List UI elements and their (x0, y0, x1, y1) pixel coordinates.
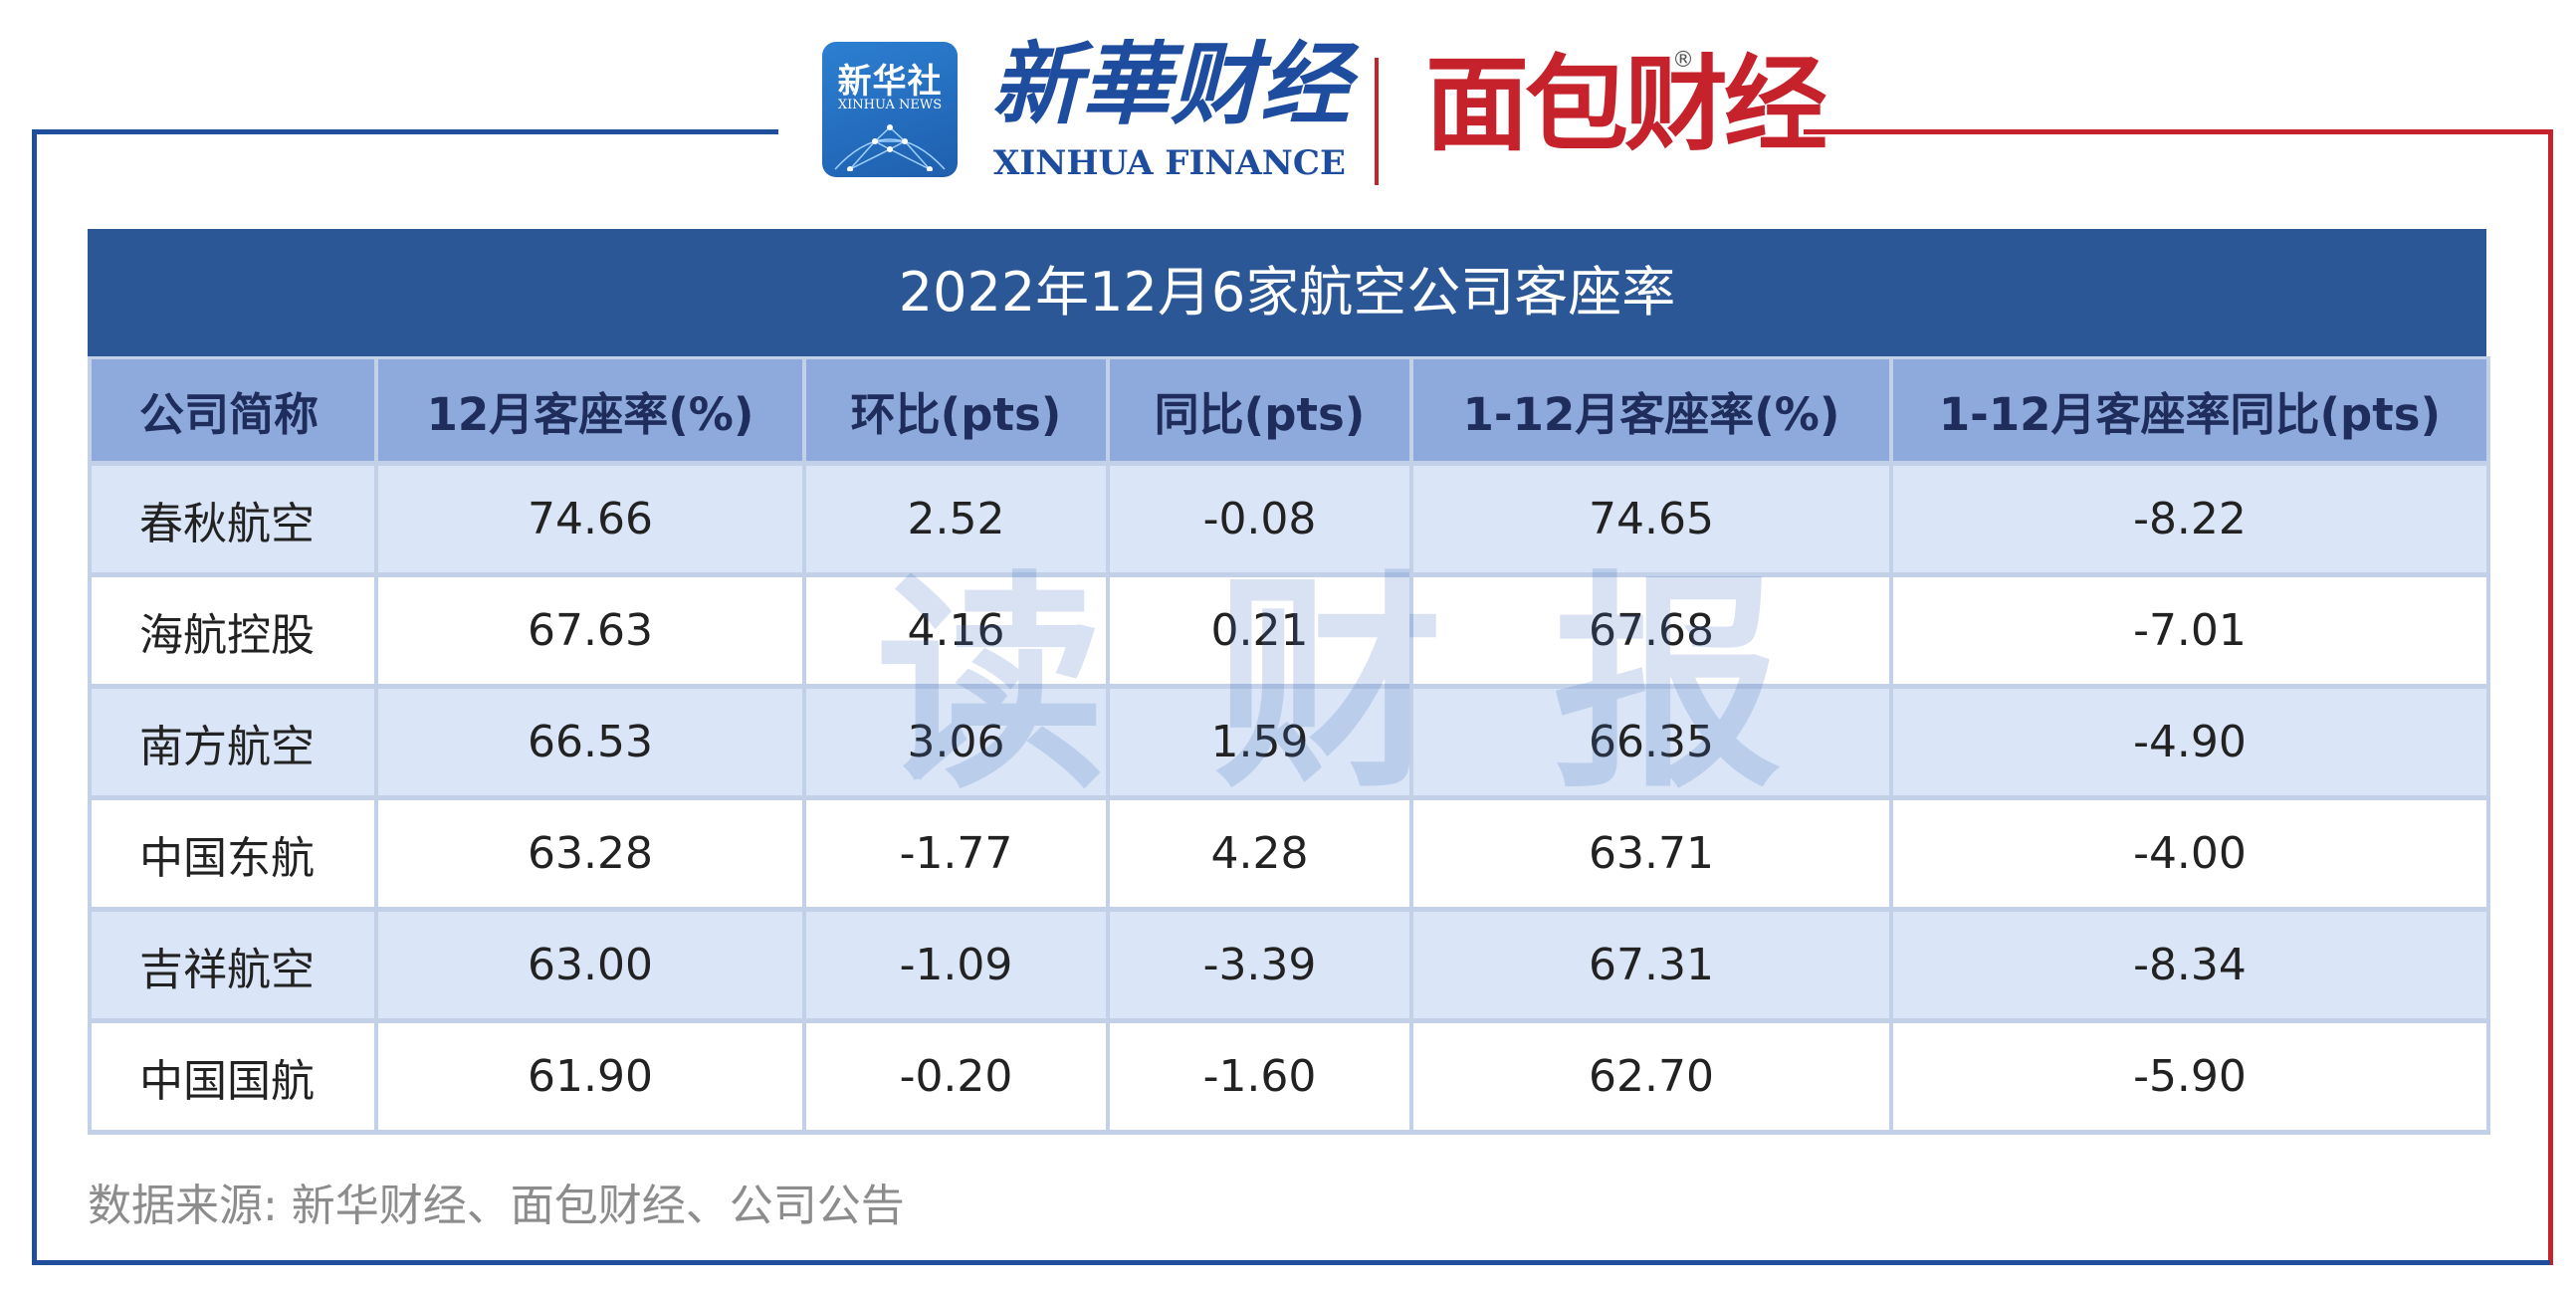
badge-zh: 新华社 (837, 62, 943, 102)
table-title: 2022年12月6家航空公司客座率 (88, 229, 2486, 356)
frame-top-right-line (1804, 129, 2553, 134)
frame-right-line (2548, 129, 2553, 1265)
table-cell: -0.08 (1106, 463, 1413, 577)
frame-top-left-line (32, 129, 778, 134)
xinhua-finance-logo-en: XINHUA FINANCE (993, 143, 1346, 183)
company-name-cell: 中国国航 (88, 1020, 378, 1135)
table-cell: 67.68 (1409, 574, 1893, 689)
table-cell: 2.52 (802, 463, 1110, 577)
table-cell: 74.65 (1409, 463, 1893, 577)
table-row: 吉祥航空 63.00 -1.09 -3.39 67.31 -8.34 (88, 909, 2490, 1023)
table-cell: 67.31 (1409, 909, 1893, 1023)
registered-mark: ® (1672, 48, 1694, 73)
table-row: 春秋航空 74.66 2.52 -0.08 74.65 -8.22 (88, 463, 2490, 577)
table-cell: 4.16 (802, 574, 1110, 689)
column-header: 同比(pts) (1106, 357, 1413, 466)
company-name-cell: 南方航空 (88, 686, 378, 800)
table-cell: -1.09 (802, 909, 1110, 1023)
table-cell: -5.90 (1889, 1020, 2490, 1135)
table-cell: 4.28 (1106, 797, 1413, 912)
frame-left-line (32, 129, 37, 1264)
table-cell: -7.01 (1889, 574, 2490, 689)
table-cell: 63.28 (374, 797, 806, 912)
mianbao-finance-logo: 面包财经 (1425, 44, 1827, 165)
company-name-cell: 吉祥航空 (88, 909, 378, 1023)
badge-en: XINHUA NEWS (837, 98, 943, 112)
data-table-wrap: 公司简称 12月客座率(%) 环比(pts) 同比(pts) 1-12月客座率(… (88, 356, 2490, 1135)
logo-divider (1375, 58, 1379, 185)
table-cell: -8.22 (1889, 463, 2490, 577)
table-cell: 66.53 (374, 686, 806, 800)
table-cell: 1.59 (1106, 686, 1413, 800)
table-row: 中国东航 63.28 -1.77 4.28 63.71 -4.00 (88, 797, 2490, 912)
table-cell: 62.70 (1409, 1020, 1893, 1135)
data-source-note: 数据来源: 新华财经、面包财经、公司公告 (88, 1181, 905, 1231)
table-cell: 0.21 (1106, 574, 1413, 689)
table-header-row: 公司简称 12月客座率(%) 环比(pts) 同比(pts) 1-12月客座率(… (88, 357, 2490, 466)
column-header: 1-12月客座率(%) (1409, 357, 1893, 466)
table-cell: 67.63 (374, 574, 806, 689)
network-globe-icon (834, 124, 946, 171)
xinhua-finance-logo-text: 新華财经 (991, 32, 1350, 137)
table-row: 中国国航 61.90 -0.20 -1.60 62.70 -5.90 (88, 1020, 2490, 1135)
xinhua-news-logo: 新华社 XINHUA NEWS (822, 42, 958, 177)
table-cell: -0.20 (802, 1020, 1110, 1135)
table-cell: 3.06 (802, 686, 1110, 800)
company-name-cell: 春秋航空 (88, 463, 378, 577)
table-cell: 74.66 (374, 463, 806, 577)
table-cell: -4.90 (1889, 686, 2490, 800)
table-cell: 63.71 (1409, 797, 1893, 912)
table-cell: 66.35 (1409, 686, 1893, 800)
load-factor-table: 公司简称 12月客座率(%) 环比(pts) 同比(pts) 1-12月客座率(… (88, 356, 2490, 1135)
frame-bottom-line (32, 1260, 2550, 1265)
column-header: 公司简称 (88, 357, 378, 466)
company-name-cell: 海航控股 (88, 574, 378, 689)
table-cell: -1.60 (1106, 1020, 1413, 1135)
table-cell: 61.90 (374, 1020, 806, 1135)
table-cell: -3.39 (1106, 909, 1413, 1023)
table-row: 南方航空 66.53 3.06 1.59 66.35 -4.90 (88, 686, 2490, 800)
column-header: 1-12月客座率同比(pts) (1889, 357, 2490, 466)
company-name-cell: 中国东航 (88, 797, 378, 912)
table-row: 海航控股 67.63 4.16 0.21 67.68 -7.01 (88, 574, 2490, 689)
column-header: 12月客座率(%) (374, 357, 806, 466)
table-cell: -8.34 (1889, 909, 2490, 1023)
table-cell: -1.77 (802, 797, 1110, 912)
column-header: 环比(pts) (802, 357, 1110, 466)
table-cell: 63.00 (374, 909, 806, 1023)
table-cell: -4.00 (1889, 797, 2490, 912)
